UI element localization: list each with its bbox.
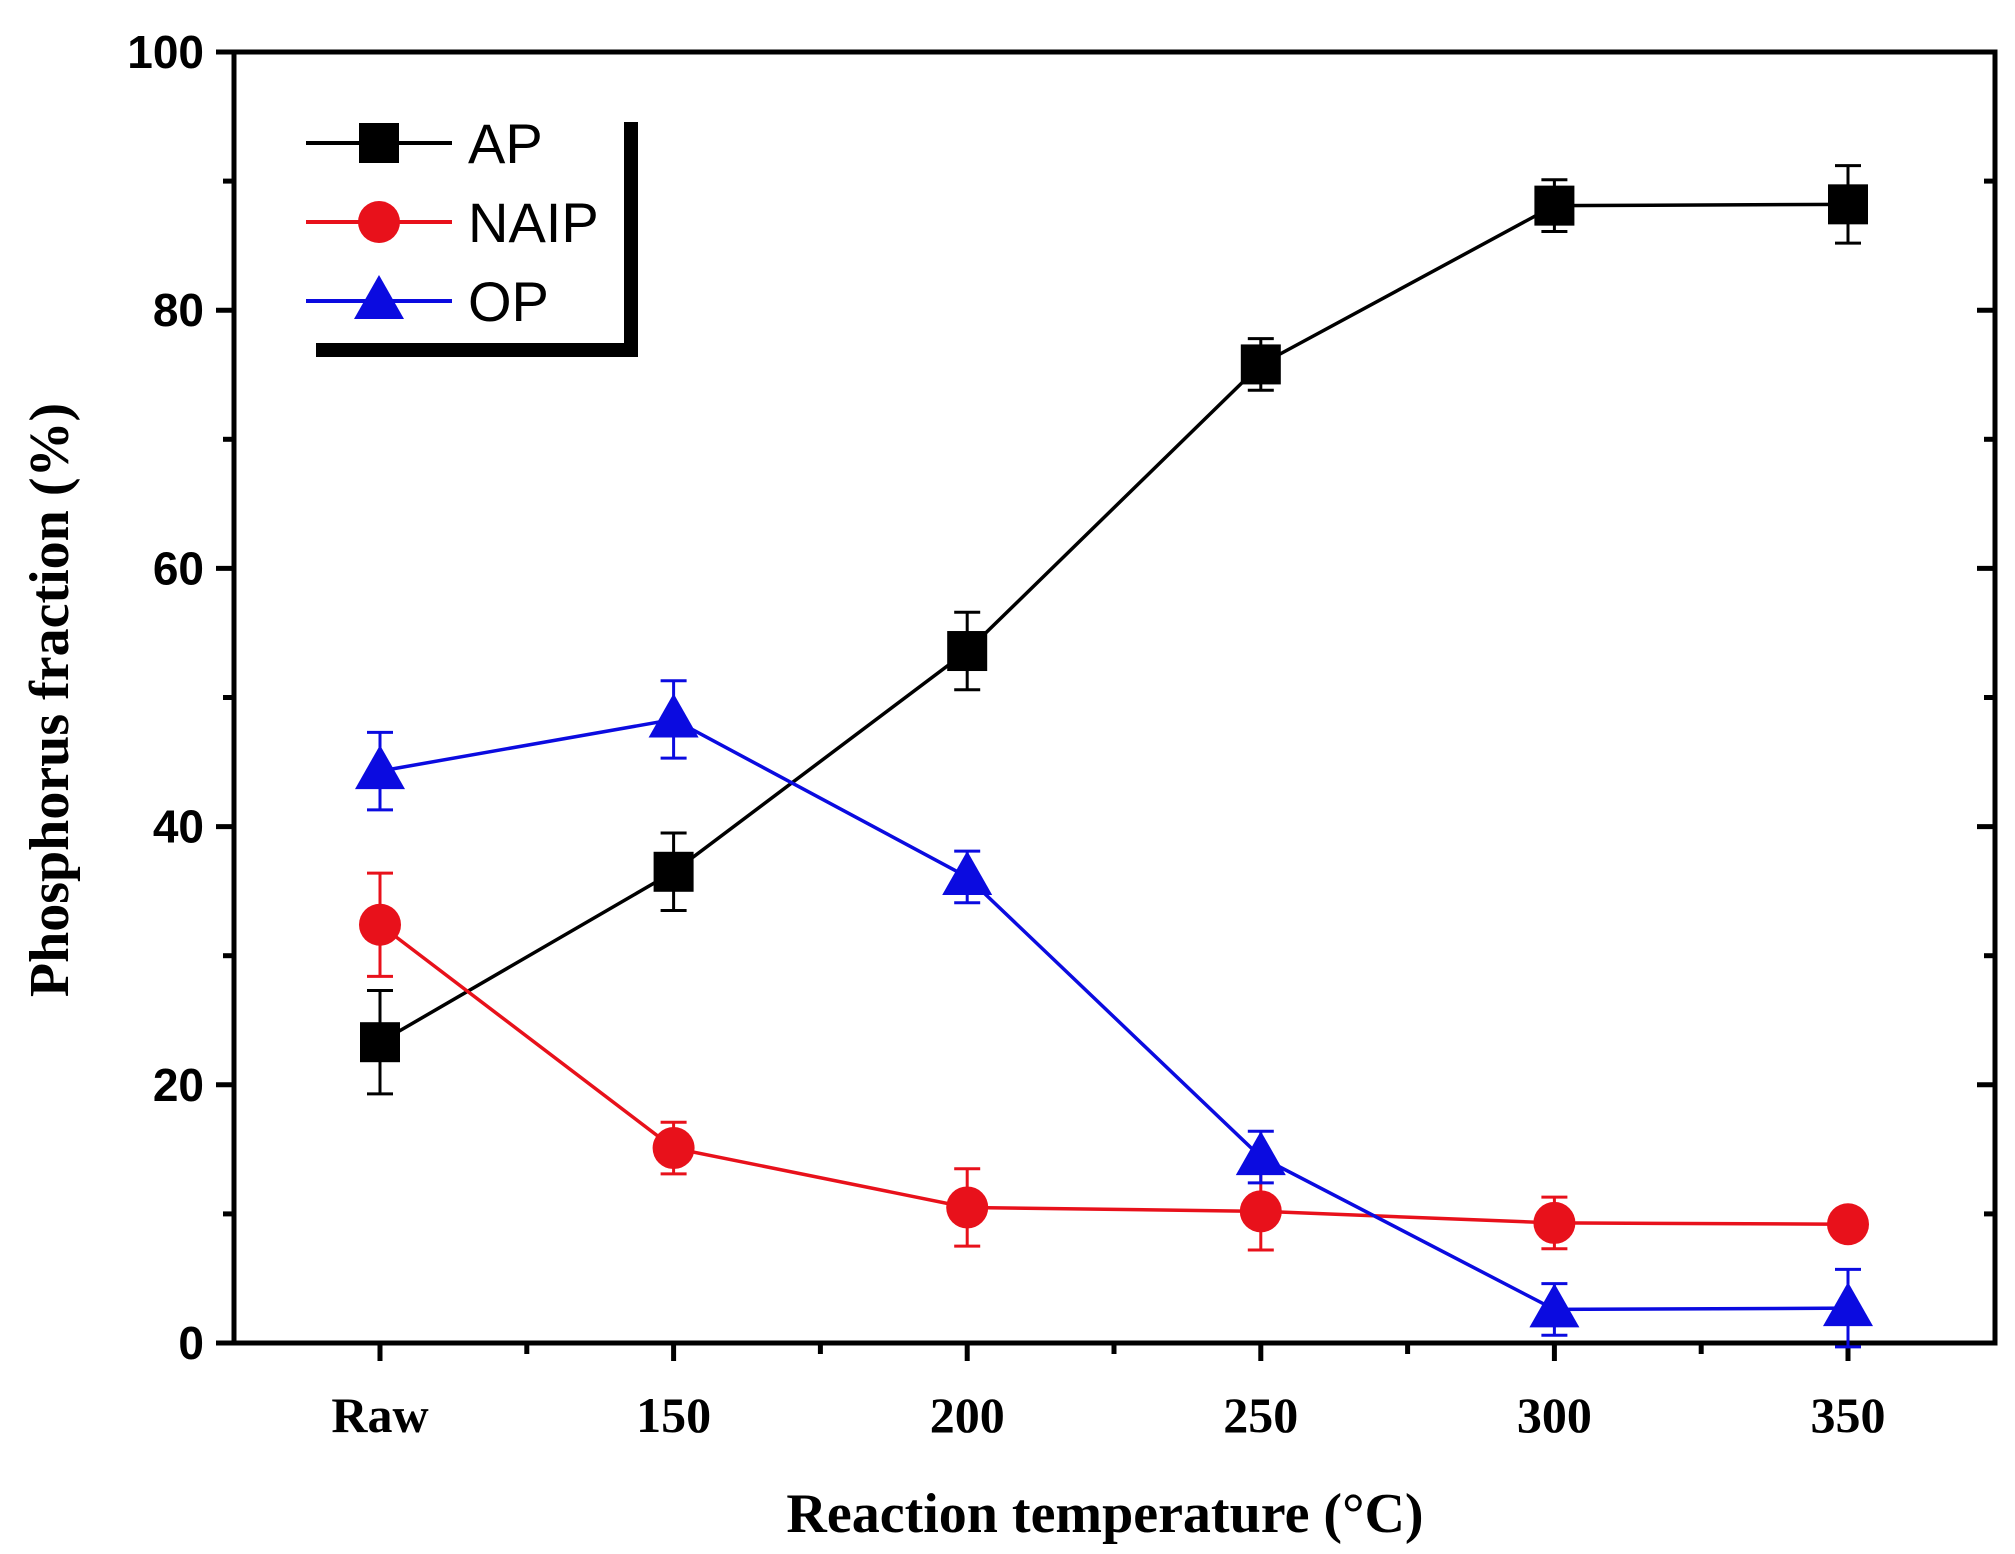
ap-point [360,1022,400,1063]
x-axis-title: Reaction temperature (°C) [786,1483,1423,1545]
legend-marker-ap [359,123,399,163]
ap-point [1828,184,1868,225]
x-tick-label: Raw [331,1387,428,1443]
naip-point [652,1127,695,1170]
legend-label-op: OP [468,270,549,333]
legend: AP NAIP OP [306,112,638,357]
y-tick-label: 80 [153,284,204,336]
ap-point [947,631,988,672]
ap-point [1534,185,1575,226]
x-tick-label: 150 [636,1387,711,1443]
ap-line [379,202,1849,1044]
y-tick-label: 60 [153,542,204,594]
legend-label-naip: NAIP [468,191,599,254]
x-tick-label: 350 [1811,1387,1886,1443]
op-point [1235,1131,1286,1176]
y-tick-label: 20 [153,1059,204,1111]
op-point [1823,1282,1873,1327]
plot-series [355,164,1873,1349]
y-tick-label: 40 [153,801,204,853]
x-tick-label: 250 [1223,1387,1298,1443]
y-tick-label: 0 [178,1317,204,1369]
op-point [355,745,405,790]
naip-point [946,1186,989,1229]
op-point [1529,1283,1580,1328]
y-axis-title: Phosphorus fraction (%) [19,403,81,997]
legend-marker-naip [358,201,400,243]
op-point [942,850,993,895]
x-tick-label: 200 [930,1387,1005,1443]
series-ap [360,164,1868,1096]
axes: 0 20 40 60 80 100 Raw 150 200 250 300 350 [127,26,1998,1443]
y-tick-label: 100 [127,26,204,78]
series-op [355,679,1873,1349]
legend-label-ap: AP [468,112,543,175]
series-naip [359,871,1869,1252]
ap-point [653,851,694,892]
op-line [379,717,1849,1312]
x-tick-label: 300 [1517,1387,1592,1443]
naip-line [378,923,1849,1226]
naip-point [1827,1203,1869,1246]
naip-point [1533,1201,1576,1244]
legend-shadow [316,122,638,357]
ap-point [1240,344,1281,385]
legend-marker-op [354,275,404,319]
naip-point [1239,1190,1282,1233]
op-point [648,693,699,738]
naip-point [359,903,401,946]
